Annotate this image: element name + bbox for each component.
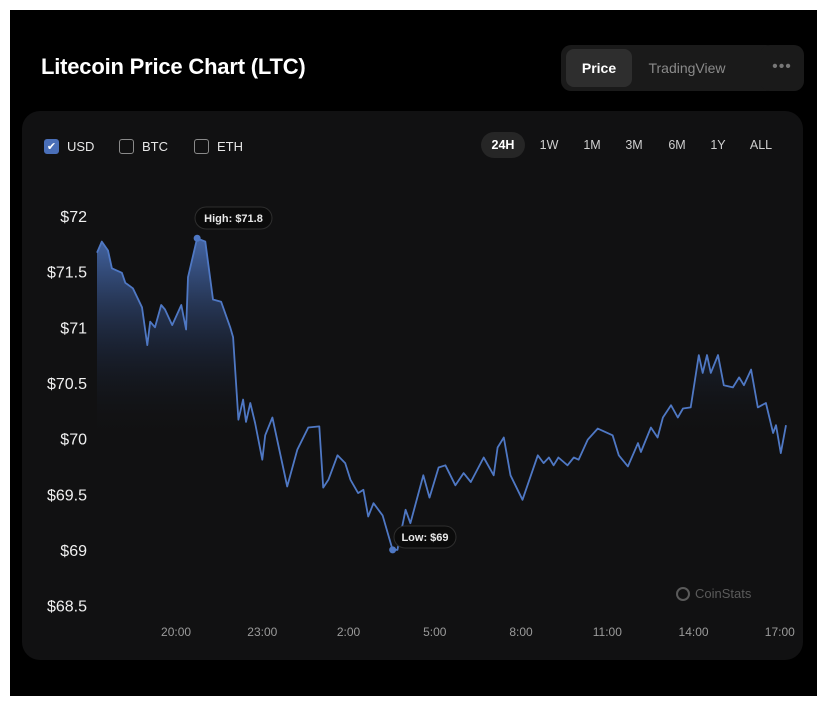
- low-annotation: Low: $69: [393, 525, 457, 549]
- y-tick-label: $68.5: [47, 599, 87, 616]
- y-tick-label: $70: [60, 432, 87, 449]
- y-tick-label: $71.5: [47, 265, 87, 282]
- range-24h[interactable]: 24H: [481, 132, 525, 158]
- x-tick-label: 17:00: [765, 625, 795, 639]
- y-tick-label: $71: [60, 320, 87, 337]
- currency-label: USD: [67, 138, 95, 154]
- currency-label: BTC: [142, 138, 168, 154]
- checkmark-icon: ✔: [44, 138, 59, 154]
- high-point: [193, 234, 201, 242]
- currency-btc-checkbox[interactable]: BTC: [119, 137, 168, 155]
- range-6m[interactable]: 6M: [668, 138, 686, 152]
- low-label: Low: $69: [401, 532, 448, 544]
- x-tick-label: 11:00: [593, 625, 622, 639]
- price-area: [97, 238, 787, 621]
- x-tick-label: 23:00: [247, 625, 277, 639]
- price-line: [96, 237, 787, 551]
- page-title: Litecoin Price Chart (LTC): [41, 54, 306, 79]
- currency-eth-checkbox[interactable]: ETH: [194, 137, 243, 155]
- tab-tradingview[interactable]: TradingView: [648, 60, 726, 76]
- more-options-button[interactable]: •••: [760, 45, 804, 91]
- view-switcher: Price TradingView: [561, 45, 776, 91]
- currency-usd-checkbox[interactable]: ✔ USD: [44, 137, 94, 155]
- x-tick-label: 8:00: [509, 625, 533, 639]
- y-tick-label: $69.5: [47, 487, 87, 504]
- range-1y[interactable]: 1Y: [710, 138, 726, 152]
- range-3m[interactable]: 3M: [625, 138, 643, 152]
- x-tick-label: 5:00: [423, 625, 447, 639]
- x-tick-label: 20:00: [161, 625, 191, 639]
- x-tick-label: 2:00: [337, 625, 361, 639]
- ellipsis-icon: •••: [772, 58, 792, 75]
- high-annotation: High: $71.8: [194, 206, 273, 230]
- coinstats-logo-icon: [676, 586, 690, 601]
- range-1w[interactable]: 1W: [539, 138, 559, 152]
- checkbox-icon: [194, 138, 209, 154]
- y-tick-label: $70.5: [47, 376, 87, 393]
- checkbox-icon: [119, 138, 134, 154]
- low-point: [389, 546, 397, 554]
- x-tick-label: 14:00: [679, 625, 709, 639]
- high-label: High: $71.8: [204, 213, 263, 225]
- watermark-text: CoinStats: [695, 586, 752, 601]
- y-tick-label: $69: [60, 543, 87, 560]
- range-1m[interactable]: 1M: [583, 138, 601, 152]
- coinstats-watermark: CoinStats: [676, 586, 751, 601]
- currency-label: ETH: [217, 138, 243, 154]
- range-all[interactable]: ALL: [749, 138, 773, 152]
- y-tick-label: $72: [60, 209, 87, 226]
- tab-price[interactable]: Price: [566, 49, 632, 87]
